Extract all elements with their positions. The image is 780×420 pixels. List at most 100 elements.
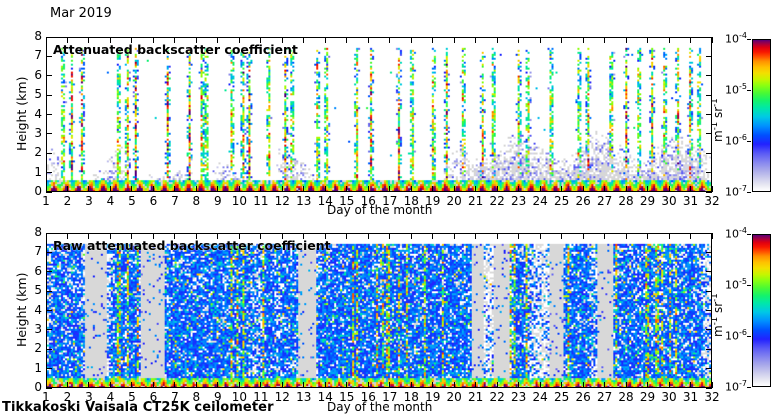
x-tick xyxy=(324,233,326,239)
x-tick xyxy=(453,37,455,43)
x-tick xyxy=(604,37,606,43)
x-tick xyxy=(647,233,649,239)
x-tick xyxy=(66,382,68,388)
colorbar-tick xyxy=(747,191,751,193)
x-tick-label: 12 xyxy=(274,390,290,404)
x-tick xyxy=(324,37,326,43)
x-tick xyxy=(260,233,262,239)
x-tick xyxy=(131,37,133,43)
y-tick-label: 2 xyxy=(34,341,42,356)
x-tick xyxy=(195,233,197,239)
x-tick xyxy=(475,382,477,388)
y-tick xyxy=(706,191,712,193)
y-tick xyxy=(706,152,712,154)
x-tick-label: 8 xyxy=(192,390,201,404)
colorbar-tick xyxy=(747,335,751,337)
x-tick-label: 18 xyxy=(403,194,419,208)
x-tick-label: 5 xyxy=(128,194,136,208)
heatmap-canvas-top xyxy=(47,38,711,191)
x-tick xyxy=(432,37,434,43)
x-tick-label: 28 xyxy=(618,390,634,404)
x-tick-label: 4 xyxy=(106,194,115,208)
x-tick-label: 26 xyxy=(575,390,591,404)
colorbar-tick xyxy=(747,140,751,142)
x-tick-label: 13 xyxy=(296,194,312,208)
x-tick xyxy=(324,382,326,388)
x-tick-label: 27 xyxy=(596,194,613,208)
colorbar-title-top: m-1 sr-1 xyxy=(710,97,725,142)
y-tick xyxy=(706,387,712,389)
x-tick xyxy=(281,186,283,192)
y-tick xyxy=(46,94,52,96)
x-tick xyxy=(518,186,520,192)
x-tick-label: 14 xyxy=(317,194,333,208)
x-tick xyxy=(260,37,262,43)
y-tick xyxy=(706,348,712,350)
y-tick xyxy=(706,94,712,96)
x-tick xyxy=(238,186,240,192)
x-tick xyxy=(432,186,434,192)
x-tick xyxy=(367,186,369,192)
x-tick xyxy=(238,233,240,239)
x-tick-label: 32 xyxy=(704,390,720,404)
y-tick xyxy=(706,271,712,273)
x-tick xyxy=(539,37,541,43)
x-tick xyxy=(131,382,133,388)
x-tick xyxy=(131,233,133,239)
x-tick xyxy=(389,37,391,43)
y-axis-title-bottom: Height (km) xyxy=(14,272,29,347)
colorbar-tick-label: 10-7 xyxy=(725,184,747,199)
x-tick-label: 11 xyxy=(253,390,269,404)
y-tick xyxy=(706,368,712,370)
x-tick-label: 10 xyxy=(231,390,247,404)
x-tick xyxy=(453,186,455,192)
x-tick-label: 19 xyxy=(425,390,441,404)
x-tick xyxy=(45,233,47,239)
x-tick xyxy=(195,37,197,43)
x-tick xyxy=(668,382,670,388)
x-tick xyxy=(324,186,326,192)
x-tick xyxy=(45,37,47,43)
x-tick xyxy=(152,233,154,239)
x-tick xyxy=(281,382,283,388)
x-tick-label: 4 xyxy=(106,390,115,404)
x-tick xyxy=(217,233,219,239)
x-tick-label: 15 xyxy=(339,194,355,208)
y-tick-label: 8 xyxy=(34,29,42,43)
y-tick-label: 8 xyxy=(34,225,42,239)
x-tick xyxy=(668,37,670,43)
x-tick xyxy=(389,186,391,192)
x-tick-label: 22 xyxy=(489,390,505,404)
colorbar-bottom xyxy=(752,234,771,387)
x-tick-label: 17 xyxy=(382,390,398,404)
heatmap-canvas-bottom xyxy=(47,234,711,387)
x-tick-label: 1 xyxy=(42,390,50,404)
x-tick xyxy=(303,233,305,239)
x-tick xyxy=(711,382,713,388)
x-tick xyxy=(217,382,219,388)
x-tick xyxy=(367,37,369,43)
x-tick xyxy=(260,186,262,192)
x-tick xyxy=(539,186,541,192)
x-tick xyxy=(518,233,520,239)
x-tick xyxy=(647,37,649,43)
x-tick-label: 23 xyxy=(511,390,527,404)
x-tick xyxy=(690,37,692,43)
x-tick-label: 11 xyxy=(253,194,269,208)
x-tick-label: 25 xyxy=(553,390,570,404)
x-tick xyxy=(711,37,713,43)
x-tick xyxy=(303,186,305,192)
x-tick xyxy=(303,37,305,43)
x-tick-label: 6 xyxy=(149,390,158,404)
x-tick-label: 10 xyxy=(231,194,247,208)
x-tick xyxy=(668,186,670,192)
x-tick-label: 24 xyxy=(532,194,548,208)
x-tick xyxy=(217,37,219,43)
x-tick-label: 2 xyxy=(63,390,72,404)
x-tick-label: 24 xyxy=(532,390,548,404)
x-tick-label: 20 xyxy=(446,390,462,404)
y-tick-label: 5 xyxy=(34,283,42,298)
x-tick xyxy=(346,382,348,388)
x-tick-label: 3 xyxy=(85,390,93,404)
colorbar-tick-label: 10-4 xyxy=(725,31,747,46)
